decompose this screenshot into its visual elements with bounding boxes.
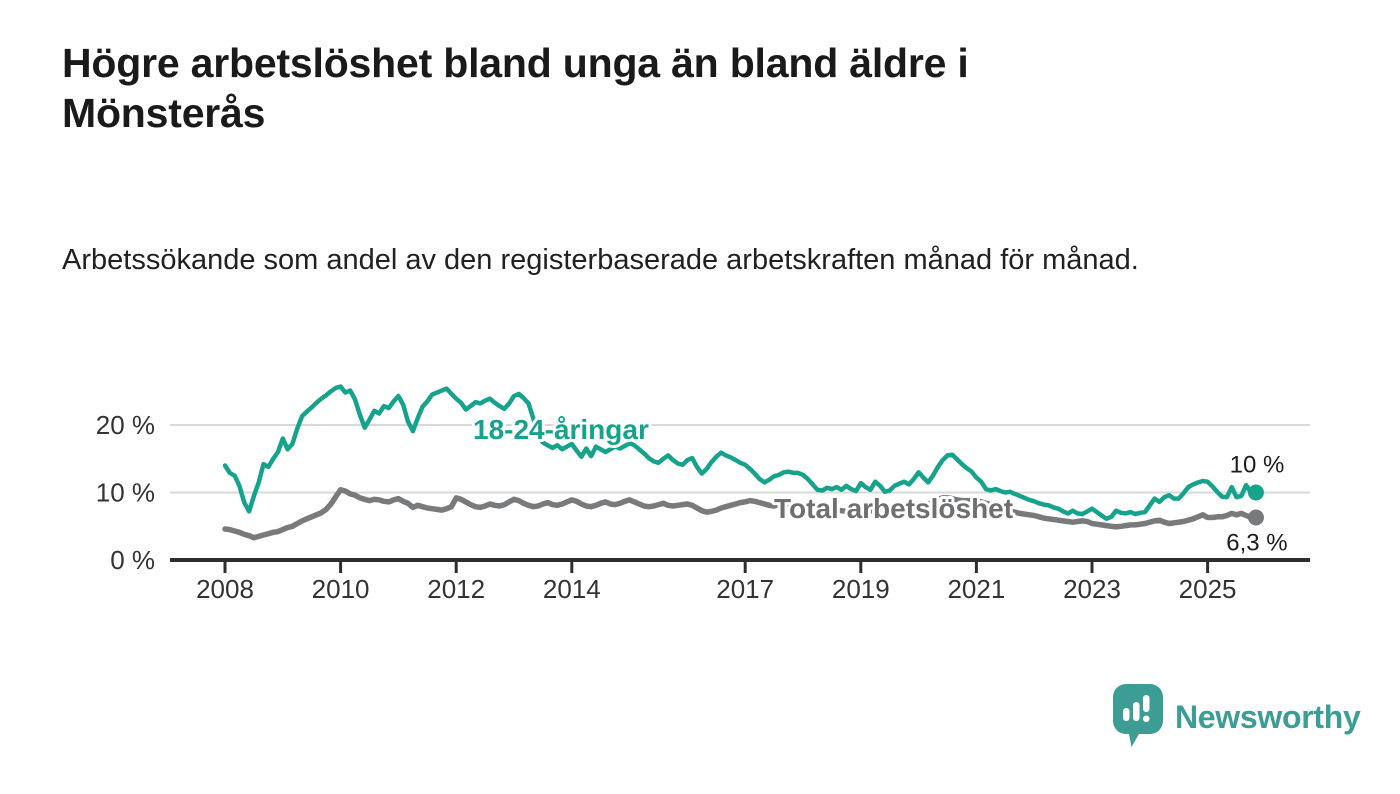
series-label-total: Total arbetslöshet [774,493,1013,524]
exclamation-dot [1143,715,1150,722]
unemployment-line-chart: 2008 2010 2012 2014 2017 2019 2021 2023 2025 0 % 1… [96,384,1310,604]
newsworthy-logo: Newsworthy [1113,684,1361,750]
y-tick-label-10: 10 % [96,478,155,508]
x-tick-label-2017: 2017 [716,574,774,604]
x-tick-label-2012: 2012 [427,574,485,604]
series-line-total [222,487,1254,541]
logo-wordmark: Newsworthy [1175,698,1361,735]
x-tick-label-2014: 2014 [543,574,601,604]
series-label-young: 18-24-åringar [473,414,649,445]
series-end-dot-0 [1247,484,1264,501]
page-subtitle: Arbetssökande som andel av den registerb… [62,244,1139,276]
x-tick-label-2023: 2023 [1063,574,1121,604]
series-end-dot-1 [1247,509,1264,526]
bar-short [1123,708,1130,721]
series-end-value-0: 10 % [1230,452,1285,479]
page-title: Högre arbetslöshet bland unga än bland ä… [62,40,969,136]
x-tick-label-2021: 2021 [947,574,1005,604]
y-tick-label-20: 20 % [96,410,155,440]
x-tick-label-2019: 2019 [832,574,890,604]
series-end-value-1: 6,3 % [1226,529,1287,556]
exclamation-bar [1143,695,1150,712]
y-tick-label-0: 0 % [110,545,155,575]
x-tick-label-2010: 2010 [312,574,370,604]
x-tick-label-2025: 2025 [1179,574,1237,604]
series-line-young [222,384,1254,522]
bar-tall [1133,702,1140,721]
logo-mark-icon [1113,684,1163,747]
x-tick-label-2008: 2008 [196,574,254,604]
